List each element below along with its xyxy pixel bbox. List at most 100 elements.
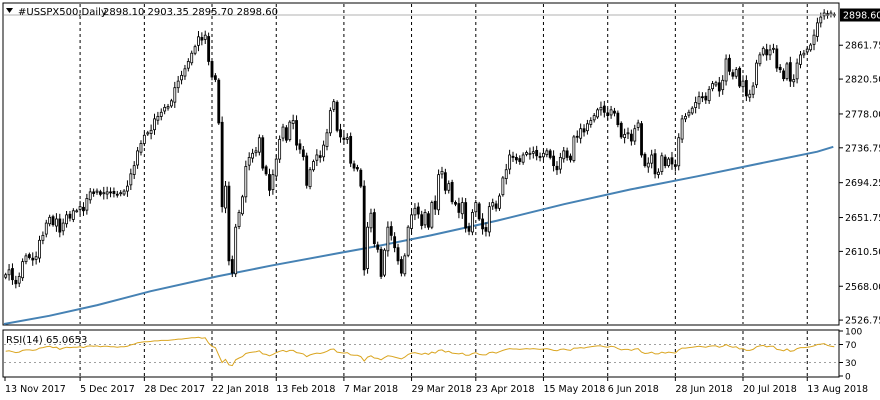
candle-body — [474, 202, 478, 213]
candle-body — [423, 212, 427, 226]
candle-body — [328, 110, 332, 134]
y-tick-label: 2651.75 — [845, 213, 880, 224]
candle-body — [349, 136, 353, 164]
candle-body — [92, 191, 96, 194]
candle-body — [203, 34, 207, 40]
candle-body — [224, 185, 227, 209]
candle-body — [159, 111, 163, 117]
candle-body — [471, 212, 474, 233]
candle-body — [413, 207, 417, 216]
candle-body — [738, 67, 742, 87]
y-tick-label: 2694.25 — [845, 178, 880, 189]
x-tick-label: 28 Dec 2017 — [144, 384, 205, 395]
candle-body — [352, 163, 356, 169]
candle-body — [65, 214, 68, 225]
candle-body — [132, 165, 136, 175]
candle-body — [694, 102, 698, 108]
x-tick-label: 23 Apr 2018 — [476, 384, 535, 395]
candle-body — [153, 118, 156, 131]
candle-body — [447, 183, 451, 191]
candle-body — [254, 150, 258, 154]
candle-body — [430, 202, 434, 228]
candle-body — [200, 37, 204, 41]
candle-body — [765, 49, 769, 56]
candle-body — [325, 132, 329, 147]
candle-body — [819, 16, 823, 24]
candle-body — [21, 261, 25, 279]
price-panel[interactable] — [2, 2, 840, 326]
candle-body — [234, 226, 238, 275]
candle-body — [626, 132, 630, 135]
candle-body — [477, 203, 481, 220]
candle-body — [646, 162, 650, 168]
candle-body — [75, 210, 79, 213]
chart-header-ohlc: 2898.10 2903.35 2895.70 2898.60 — [103, 7, 278, 18]
candle-body — [366, 226, 369, 269]
candle-body — [169, 100, 173, 107]
candle-body — [660, 155, 664, 172]
candle-body — [663, 156, 667, 167]
candle-body — [653, 153, 657, 175]
candle-body — [518, 158, 522, 162]
candle-body — [427, 213, 430, 228]
candle-body — [271, 174, 275, 191]
candle-body — [548, 150, 552, 158]
candle-body — [241, 196, 244, 215]
candle-body — [149, 129, 153, 134]
y-tick-label: 2778.00 — [845, 109, 880, 120]
candle-body — [98, 191, 102, 195]
candle-body — [511, 155, 515, 158]
candle-body — [217, 79, 221, 124]
candle-body — [484, 227, 488, 232]
candle-body — [95, 190, 99, 193]
candle-body — [755, 62, 758, 86]
candle-body — [41, 234, 45, 241]
candle-body — [335, 101, 339, 131]
candle-body — [244, 166, 248, 198]
rsi-panel[interactable] — [2, 329, 840, 378]
candle-body — [379, 248, 383, 277]
candle-body — [545, 150, 549, 156]
x-tick-label: 7 Mar 2018 — [344, 384, 398, 395]
candle-body — [437, 174, 441, 211]
candle-body — [690, 107, 694, 114]
candle-body — [613, 110, 616, 114]
candle-body — [68, 213, 72, 219]
candle-body — [579, 128, 583, 139]
candle-body — [268, 174, 271, 191]
candle-body — [291, 120, 295, 124]
candle-body — [629, 133, 633, 142]
candle-body — [552, 155, 556, 167]
candle-body — [487, 206, 491, 233]
candle-body — [315, 154, 319, 161]
candle-body — [183, 68, 187, 77]
candle-body — [772, 47, 775, 50]
candle-body — [717, 82, 721, 92]
candle-body — [261, 137, 265, 169]
candle-body — [27, 254, 31, 258]
candle-body — [450, 181, 454, 203]
candle-body — [775, 48, 779, 69]
y-tick-label: 2736.75 — [845, 143, 880, 154]
candle-body — [569, 155, 572, 161]
candle-body — [176, 80, 180, 89]
candle-body — [525, 152, 528, 155]
candle-body — [670, 157, 674, 165]
candle-body — [112, 191, 116, 194]
candle-body — [362, 185, 366, 271]
candle-body — [416, 206, 420, 215]
candle-body — [288, 121, 292, 140]
candle-body — [728, 57, 731, 72]
candle-body — [558, 157, 562, 170]
candle-body — [636, 122, 640, 128]
candle-body — [190, 52, 194, 64]
candle-body — [173, 87, 177, 103]
candle-body — [633, 128, 637, 142]
candle-body — [305, 155, 309, 186]
x-tick-label: 13 Nov 2017 — [5, 384, 66, 395]
x-tick-label: 5 Dec 2017 — [80, 384, 135, 395]
candle-body — [7, 269, 11, 276]
candle-body — [498, 195, 501, 209]
candle-body — [247, 157, 251, 166]
